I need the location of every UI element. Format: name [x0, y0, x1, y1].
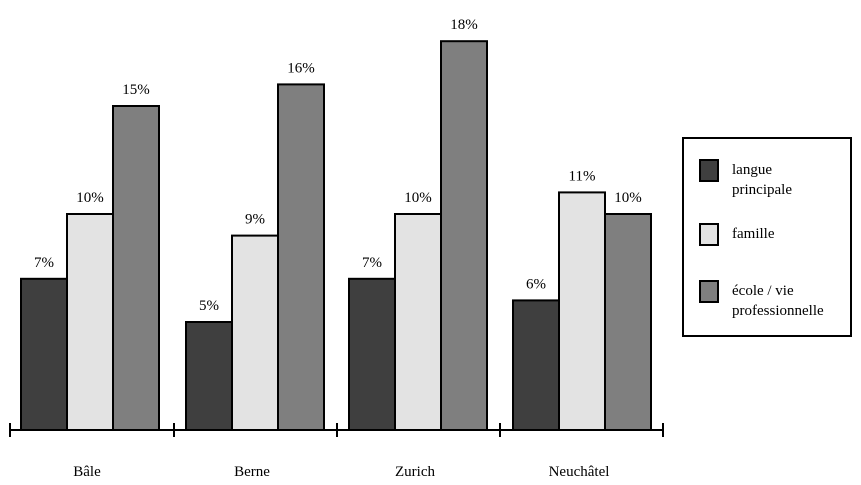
category-labels-group: Bâle Berne Zurich Neuchâtel	[73, 464, 609, 480]
value-label-berne-ecole-vie-professionnelle: 16%	[287, 60, 315, 76]
x-axis	[9, 423, 664, 437]
value-label-zurich-famille: 10%	[404, 190, 432, 206]
legend-label-langue-principale-line-1: principale	[732, 182, 792, 198]
value-label-zurich-ecole-vie-professionnelle: 18%	[450, 17, 478, 33]
bar-zurich-famille	[394, 213, 442, 431]
value-label-neuchatel-langue-principale: 6%	[526, 276, 546, 292]
bar-bale-famille	[66, 213, 114, 431]
bar-zurich-langue-principale	[348, 277, 396, 431]
value-label-berne-langue-principale: 5%	[199, 298, 219, 314]
legend-swatch-famille	[699, 223, 719, 246]
value-label-bale-ecole-vie-professionnelle: 15%	[122, 82, 150, 98]
legend-swatch-ecole-vie-professionnelle	[699, 280, 719, 303]
category-label-neuchatel: Neuchâtel	[549, 464, 610, 480]
value-label-neuchatel-ecole-vie-professionnelle: 10%	[614, 190, 642, 206]
bar-neuchatel-ecole-vie-professionnelle	[604, 213, 652, 431]
bar-bale-langue-principale	[20, 277, 68, 431]
value-label-zurich-langue-principale: 7%	[362, 255, 382, 271]
bar-bale-ecole-vie-professionnelle	[112, 105, 160, 431]
bar-berne-ecole-vie-professionnelle	[277, 83, 325, 432]
value-label-bale-langue-principale: 7%	[34, 255, 54, 271]
legend-label-ecole-vie-professionnelle-line-1: professionnelle	[732, 303, 824, 319]
bars-group	[20, 40, 652, 432]
value-labels-group: 7% 10% 15% 5% 9% 16% 7% 10% 18% 6% 11% 10%	[34, 17, 642, 314]
category-label-bale: Bâle	[73, 464, 101, 480]
legend-label-langue-principale-line-0: langue	[732, 162, 772, 178]
value-label-bale-famille: 10%	[76, 190, 104, 206]
legend: langue principale famille école / vie profes…	[682, 137, 852, 337]
category-label-zurich: Zurich	[395, 464, 435, 480]
legend-swatch-langue-principale	[699, 159, 719, 182]
value-label-berne-famille: 9%	[245, 212, 265, 228]
bar-neuchatel-famille	[558, 191, 606, 431]
bar-neuchatel-langue-principale	[512, 299, 560, 431]
bar-berne-langue-principale	[185, 321, 233, 431]
value-label-neuchatel-famille: 11%	[569, 168, 596, 184]
legend-label-ecole-vie-professionnelle-line-0: école / vie	[732, 283, 794, 299]
category-label-berne: Berne	[234, 464, 270, 480]
bar-berne-famille	[231, 234, 279, 431]
legend-label-famille-line-0: famille	[732, 226, 775, 242]
bar-zurich-ecole-vie-professionnelle	[440, 40, 488, 431]
